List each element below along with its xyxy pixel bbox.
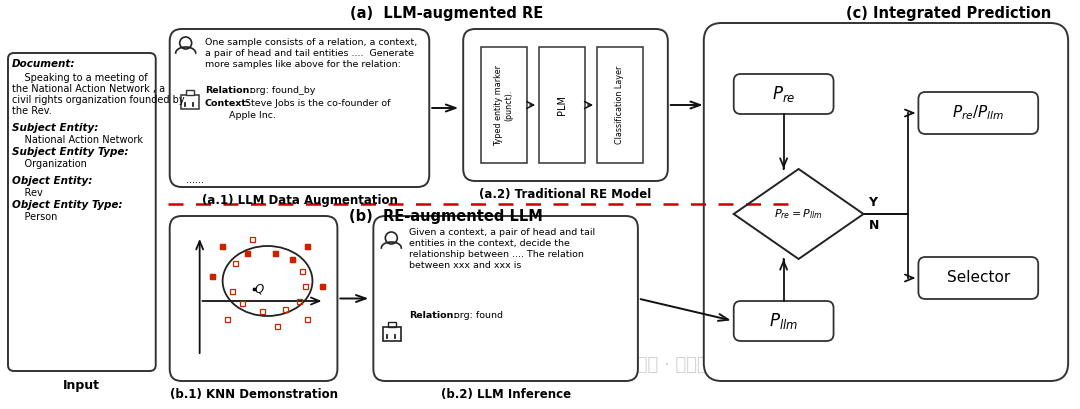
Text: Person: Person bbox=[12, 212, 57, 222]
Bar bbox=[539, 47, 585, 163]
Text: Given a context, a pair of head and tail: Given a context, a pair of head and tail bbox=[409, 228, 595, 237]
Text: (b)  RE-augmented LLM: (b) RE-augmented LLM bbox=[349, 209, 543, 224]
Text: One sample consists of a relation, a context,: One sample consists of a relation, a con… bbox=[204, 38, 417, 47]
Text: the Rev.: the Rev. bbox=[12, 106, 52, 116]
Bar bbox=[303, 283, 308, 288]
Bar bbox=[320, 283, 325, 288]
Text: Object Entity Type:: Object Entity Type: bbox=[12, 200, 122, 210]
Bar bbox=[283, 306, 288, 312]
Bar bbox=[211, 274, 215, 279]
Bar bbox=[273, 250, 278, 256]
Text: Apple Inc.: Apple Inc. bbox=[204, 111, 275, 120]
Bar bbox=[291, 256, 295, 261]
Text: (a)  LLM-augmented RE: (a) LLM-augmented RE bbox=[350, 6, 543, 21]
Bar bbox=[251, 236, 255, 241]
Bar bbox=[186, 90, 193, 95]
Text: Relation:: Relation: bbox=[409, 311, 458, 320]
FancyBboxPatch shape bbox=[463, 29, 667, 181]
Text: $P_{llm}$: $P_{llm}$ bbox=[769, 311, 798, 331]
Bar bbox=[275, 324, 280, 328]
Text: org: found: org: found bbox=[451, 311, 503, 320]
Bar bbox=[305, 317, 310, 321]
FancyBboxPatch shape bbox=[8, 53, 156, 371]
Text: (b.2) LLM Inference: (b.2) LLM Inference bbox=[441, 388, 570, 401]
Text: (a.1) LLM Data Augmentation: (a.1) LLM Data Augmentation bbox=[202, 194, 397, 207]
Text: Object Entity:: Object Entity: bbox=[12, 176, 93, 186]
Text: between xxx and xxx is: between xxx and xxx is bbox=[409, 261, 522, 270]
Bar bbox=[597, 47, 643, 163]
Bar bbox=[220, 243, 225, 249]
Bar bbox=[211, 274, 215, 279]
Text: the National Action Network , a: the National Action Network , a bbox=[12, 84, 165, 94]
Bar bbox=[389, 322, 396, 327]
Bar bbox=[230, 288, 235, 294]
Bar bbox=[225, 317, 230, 321]
Text: relationship between .... The relation: relationship between .... The relation bbox=[409, 250, 584, 259]
Text: org: found_by: org: found_by bbox=[246, 86, 315, 95]
Bar bbox=[180, 95, 199, 109]
Bar bbox=[220, 243, 225, 249]
Text: Classification Layer: Classification Layer bbox=[616, 66, 624, 144]
Bar bbox=[297, 299, 302, 303]
Bar bbox=[383, 327, 402, 341]
Text: Selector: Selector bbox=[947, 270, 1010, 285]
Text: National Action Network: National Action Network bbox=[12, 135, 143, 145]
FancyBboxPatch shape bbox=[733, 301, 834, 341]
Text: Input: Input bbox=[64, 379, 100, 392]
Text: Typed entity marker
(punct).: Typed entity marker (punct). bbox=[495, 65, 514, 146]
Text: Subject Entity Type:: Subject Entity Type: bbox=[12, 147, 129, 157]
Bar bbox=[260, 308, 265, 314]
FancyBboxPatch shape bbox=[170, 29, 429, 187]
Bar bbox=[291, 256, 295, 261]
Text: civil rights organization founded by: civil rights organization founded by bbox=[12, 95, 185, 105]
Text: PLM: PLM bbox=[557, 95, 567, 115]
Bar bbox=[245, 250, 251, 256]
Text: (a.2) Traditional RE Model: (a.2) Traditional RE Model bbox=[480, 188, 651, 201]
Text: more samples like above for the relation:: more samples like above for the relation… bbox=[204, 60, 401, 69]
Text: $P_{re} = P_{llm}$: $P_{re} = P_{llm}$ bbox=[774, 207, 823, 221]
Text: Context:: Context: bbox=[204, 99, 251, 108]
Text: $P_{re}$: $P_{re}$ bbox=[772, 84, 795, 104]
Bar bbox=[300, 268, 305, 274]
Text: Subject Entity:: Subject Entity: bbox=[12, 123, 98, 133]
Bar bbox=[245, 250, 251, 256]
Text: (c) Integrated Prediction: (c) Integrated Prediction bbox=[846, 6, 1051, 21]
Bar bbox=[305, 243, 310, 249]
FancyBboxPatch shape bbox=[170, 216, 337, 381]
Text: ......: ...... bbox=[186, 175, 204, 185]
FancyBboxPatch shape bbox=[918, 92, 1038, 134]
Text: $P_{re}/P_{llm}$: $P_{re}/P_{llm}$ bbox=[953, 103, 1004, 122]
Text: entities in the context, decide the: entities in the context, decide the bbox=[409, 239, 570, 248]
FancyBboxPatch shape bbox=[733, 74, 834, 114]
FancyBboxPatch shape bbox=[374, 216, 638, 381]
FancyBboxPatch shape bbox=[918, 257, 1038, 299]
Bar bbox=[305, 243, 310, 249]
Text: Organization: Organization bbox=[12, 159, 86, 169]
Bar bbox=[273, 250, 278, 256]
Text: Relation:: Relation: bbox=[204, 86, 253, 95]
Bar bbox=[233, 261, 238, 265]
Text: (b.1) KNN Demonstration: (b.1) KNN Demonstration bbox=[170, 388, 338, 401]
Text: N: N bbox=[868, 219, 879, 232]
Text: Rev: Rev bbox=[12, 188, 43, 198]
Bar bbox=[320, 283, 325, 288]
Text: Y: Y bbox=[868, 196, 877, 209]
Text: Steve Jobs is the co-founder of: Steve Jobs is the co-founder of bbox=[242, 99, 390, 108]
FancyBboxPatch shape bbox=[704, 23, 1068, 381]
Text: Speaking to a meeting of: Speaking to a meeting of bbox=[12, 73, 148, 83]
Text: a pair of head and tail entities ....  Generate: a pair of head and tail entities .... Ge… bbox=[204, 49, 414, 58]
Bar bbox=[240, 301, 245, 306]
Text: Document:: Document: bbox=[12, 59, 76, 69]
Text: 公众号 · 大语言模型论文跟踪: 公众号 · 大语言模型论文跟踪 bbox=[625, 356, 772, 374]
Text: $Q$: $Q$ bbox=[254, 282, 265, 296]
Bar bbox=[482, 47, 527, 163]
